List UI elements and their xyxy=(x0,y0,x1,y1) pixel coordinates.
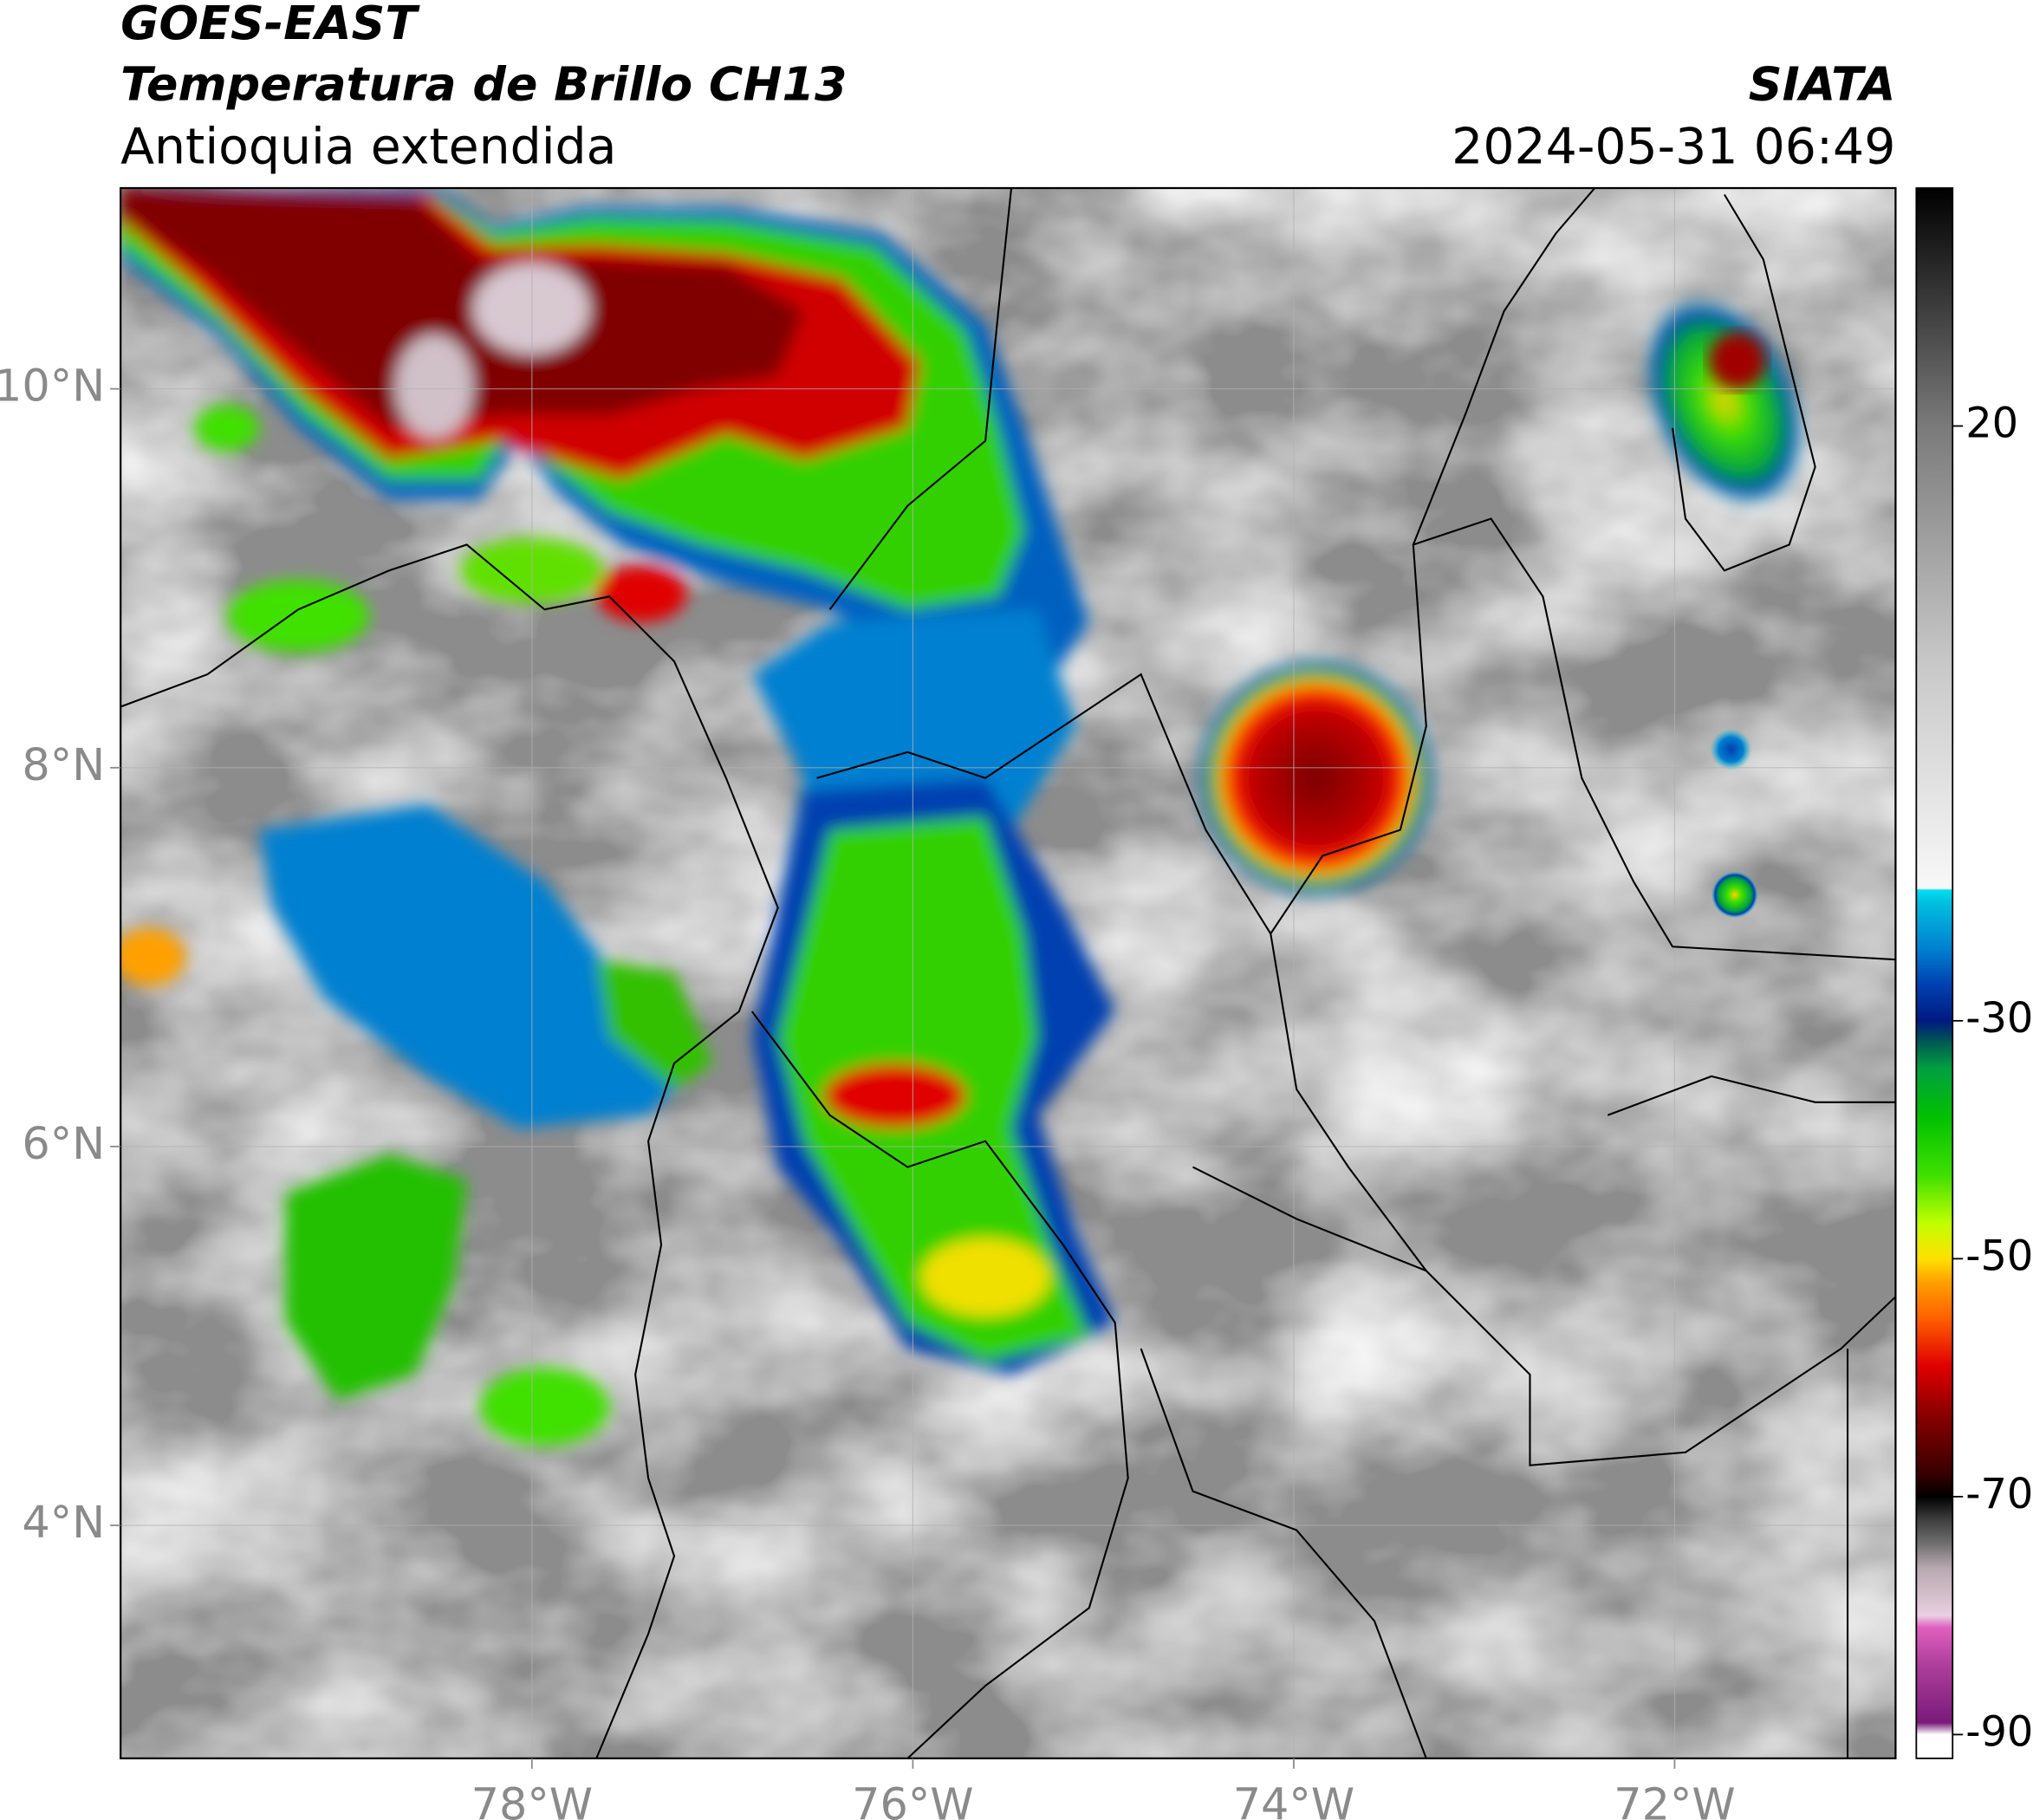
datetime: 2024-05-31 06:49 xyxy=(1452,119,1895,176)
y-tick-label: 4°N xyxy=(22,1497,105,1548)
x-tick-label: 74°W xyxy=(1233,1779,1354,1820)
subtitle: Temperatura de Brillo CH13 xyxy=(120,56,847,111)
y-tick-label: 6°N xyxy=(22,1118,105,1169)
colorbar-tick-label: 20 xyxy=(1965,400,2018,448)
storm-cell xyxy=(1711,871,1758,919)
storm-cell xyxy=(1196,659,1436,898)
storm-cell xyxy=(1644,297,1804,507)
colorbar xyxy=(1915,187,1954,1759)
storms xyxy=(120,188,1115,1446)
region: Antioquia extendida xyxy=(120,119,616,176)
y-tick-label: 10°N xyxy=(0,361,105,412)
storm-cell xyxy=(1710,728,1752,770)
storm-core xyxy=(1708,332,1766,389)
colorbar-tick-label: -90 xyxy=(1965,1708,2033,1756)
x-tick-label: 76°W xyxy=(852,1779,973,1820)
x-tick-label: 72°W xyxy=(1614,1779,1735,1820)
source: SIATA xyxy=(1749,56,1896,111)
title: GOES-EAST xyxy=(120,0,420,50)
y-tick-label: 8°N xyxy=(22,739,105,790)
map xyxy=(120,188,1896,1758)
colorbar-tick-label: -50 xyxy=(1965,1232,2033,1280)
grid xyxy=(120,188,1896,1758)
x-tick-label: 78°W xyxy=(471,1779,593,1820)
colorbar-tick-label: -30 xyxy=(1965,995,2033,1043)
colorbar-tick-label: -70 xyxy=(1965,1471,2033,1518)
map-frame xyxy=(120,186,1897,1759)
borders xyxy=(120,188,1896,1758)
